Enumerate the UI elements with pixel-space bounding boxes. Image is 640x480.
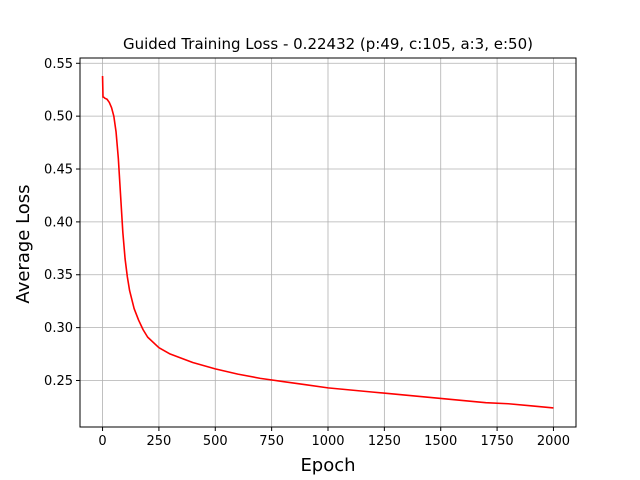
y-tick-label: 0.25 — [44, 374, 73, 389]
x-tick-label: 1750 — [481, 434, 514, 449]
y-tick-label: 0.40 — [44, 215, 73, 230]
grid — [80, 58, 576, 427]
x-tick-label: 750 — [259, 434, 284, 449]
x-axis-label: Epoch — [300, 455, 355, 476]
series-layer — [101, 75, 554, 409]
x-tick-label: 2000 — [537, 434, 570, 449]
y-tick-label: 0.45 — [44, 163, 73, 178]
tick-layer: 0 250 500 750 1000 1250 1500 1750 2000 0.25 0.30 0.… — [44, 57, 570, 449]
x-tick-label: 250 — [146, 434, 171, 449]
x-tick-label: 1000 — [311, 434, 344, 449]
loss-series-line — [101, 75, 554, 409]
y-tick-label: 0.55 — [44, 57, 73, 72]
x-tick-label: 1500 — [424, 434, 457, 449]
y-tick-label: 0.35 — [44, 268, 73, 283]
y-tick-label: 0.30 — [44, 321, 73, 336]
x-tick-label: 500 — [203, 434, 228, 449]
chart-title: Guided Training Loss - 0.22432 (p:49, c:… — [123, 35, 533, 53]
y-axis-label: Average Loss — [13, 184, 34, 303]
y-tick-label: 0.50 — [44, 110, 73, 125]
x-tick-label: 1250 — [368, 434, 401, 449]
x-tick-label: 0 — [98, 434, 106, 449]
